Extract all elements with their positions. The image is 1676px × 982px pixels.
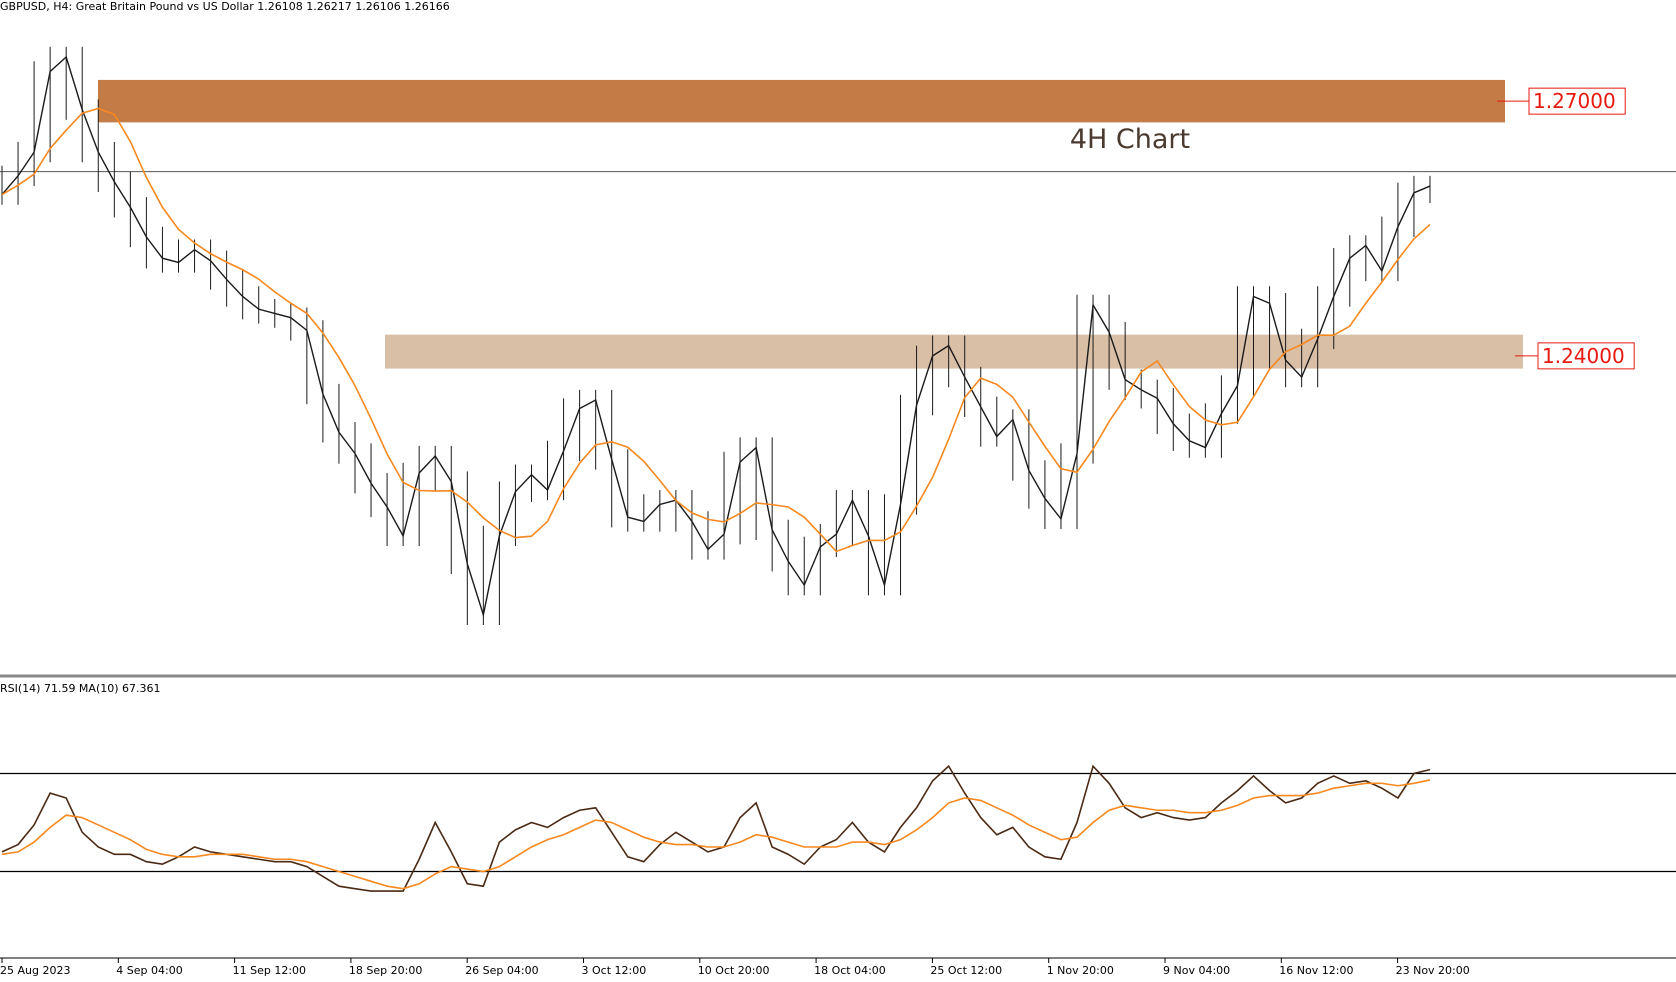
rsi-label: RSI(14) 71.59 MA(10) 67.361: [0, 682, 161, 695]
x-tick-label: 18 Sep 20:00: [349, 964, 422, 977]
time-axis: 25 Aug 2023 4 Sep 04:00 11 Sep 12:00 18 Sep…: [0, 958, 1470, 977]
x-tick-label: 1 Nov 20:00: [1047, 964, 1114, 977]
lower-support-zone: [385, 334, 1523, 369]
timeframe-label: H4:: [53, 0, 72, 13]
high-price-label: 1.26217: [306, 0, 352, 13]
x-tick-label: 16 Nov 12:00: [1279, 964, 1353, 977]
price-series: [0, 46, 1676, 626]
x-tick-label: 25 Aug 2023: [0, 964, 70, 977]
upper-resistance-price-box: [1528, 87, 1626, 115]
x-tick-label: 23 Nov 20:00: [1396, 964, 1470, 977]
x-tick-label: 9 Nov 04:00: [1163, 964, 1230, 977]
symbol-label: GBPUSD: [0, 0, 46, 13]
rsi-pane: [0, 764, 1676, 892]
x-tick-label: 4 Sep 04:00: [116, 964, 182, 977]
upper-resistance-price-label: 1.27000: [1533, 89, 1616, 113]
x-tick-label: 25 Oct 12:00: [930, 964, 1002, 977]
chart-header: GBPUSD, H4: Great Britain Pound vs US Do…: [0, 0, 450, 13]
open-price-label: 1.26108: [257, 0, 303, 13]
price-close-line: [1, 55, 1431, 618]
rsi-ma-line: [1, 779, 1431, 890]
chart-annotation: 4H Chart: [1070, 124, 1190, 155]
x-tick-label: 11 Sep 12:00: [233, 964, 306, 977]
low-price-label: 1.26106: [355, 0, 401, 13]
close-price-label: 1.26166: [404, 0, 450, 13]
instrument-name-label: Great Britain Pound vs US Dollar: [76, 0, 255, 13]
x-tick-label: 10 Oct 20:00: [698, 964, 770, 977]
upper-resistance-zone: [98, 79, 1505, 123]
x-tick-label: 18 Oct 04:00: [814, 964, 886, 977]
lower-support-price-label: 1.24000: [1542, 344, 1625, 368]
rsi-line: [1, 764, 1431, 892]
lower-support-price-box: [1537, 342, 1635, 370]
x-tick-label: 3 Oct 12:00: [582, 964, 647, 977]
x-tick-label: 26 Sep 04:00: [465, 964, 538, 977]
moving-average-line: [1, 107, 1431, 553]
